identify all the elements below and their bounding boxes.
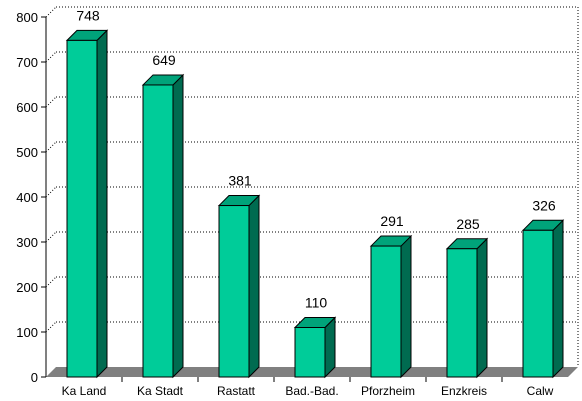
bar-6 <box>445 237 489 379</box>
bar-side <box>400 234 412 379</box>
bar-1 <box>65 29 109 379</box>
bar-side <box>96 29 108 379</box>
category-label: Bad.-Bad. <box>285 384 338 398</box>
data-labels: 748 649 381 110 291 285 326 <box>76 7 556 310</box>
bar-5 <box>369 234 413 379</box>
gridline-diagonal <box>45 276 57 288</box>
bar-2 <box>141 73 185 379</box>
data-label: 291 <box>380 213 404 229</box>
y-tick-label: 400 <box>16 190 38 205</box>
gridline-diagonal <box>45 186 57 198</box>
data-label: 110 <box>305 295 328 311</box>
bar-front <box>294 327 326 378</box>
category-label: Ka Stadt <box>137 384 184 398</box>
gridline-diagonal <box>45 321 57 333</box>
gridline-diagonal <box>45 141 57 153</box>
bar-side <box>172 73 184 379</box>
y-tick-label: 0 <box>31 370 38 385</box>
bar-front <box>370 245 402 378</box>
y-tick-label: 200 <box>16 280 38 295</box>
gridline-diagonal <box>45 6 57 18</box>
bar-3 <box>217 194 261 379</box>
gridline-diagonal <box>45 96 57 108</box>
category-label: Ka Land <box>62 384 107 398</box>
bar-front <box>522 229 554 378</box>
data-label: 649 <box>152 52 176 68</box>
y-axis: 0 100 200 300 400 500 600 700 800 <box>16 7 579 385</box>
bar-front <box>446 248 478 378</box>
y-tick-label: 800 <box>16 10 38 25</box>
data-label: 285 <box>456 216 480 232</box>
bar-side <box>248 194 260 379</box>
bar-front <box>66 39 98 378</box>
gridline-diagonal <box>45 51 57 63</box>
data-label: 748 <box>76 7 100 23</box>
bar-front <box>142 84 174 378</box>
y-tick-label: 100 <box>16 325 38 340</box>
bar-side <box>552 219 564 379</box>
y-tick-label: 600 <box>16 100 38 115</box>
y-tick-label: 500 <box>16 145 38 160</box>
bar-4 <box>293 316 337 379</box>
gridlines <box>45 6 578 333</box>
x-axis-labels: Ka Land Ka Stadt Rastatt Bad.-Bad. Pforzheim… <box>62 377 554 398</box>
bars <box>65 29 565 379</box>
bar-front <box>218 205 250 378</box>
category-label: Rastatt <box>217 384 256 398</box>
category-label: Pforzheim <box>361 384 415 398</box>
category-label: Enzkreis <box>441 384 487 398</box>
category-label: Calw <box>527 384 554 398</box>
data-label: 326 <box>532 197 556 213</box>
data-label: 381 <box>228 173 252 189</box>
bar-7 <box>521 219 565 379</box>
y-tick-label: 700 <box>16 55 38 70</box>
gridline-diagonal <box>45 231 57 243</box>
y-tick-label: 300 <box>16 235 38 250</box>
bar-side <box>476 237 488 379</box>
